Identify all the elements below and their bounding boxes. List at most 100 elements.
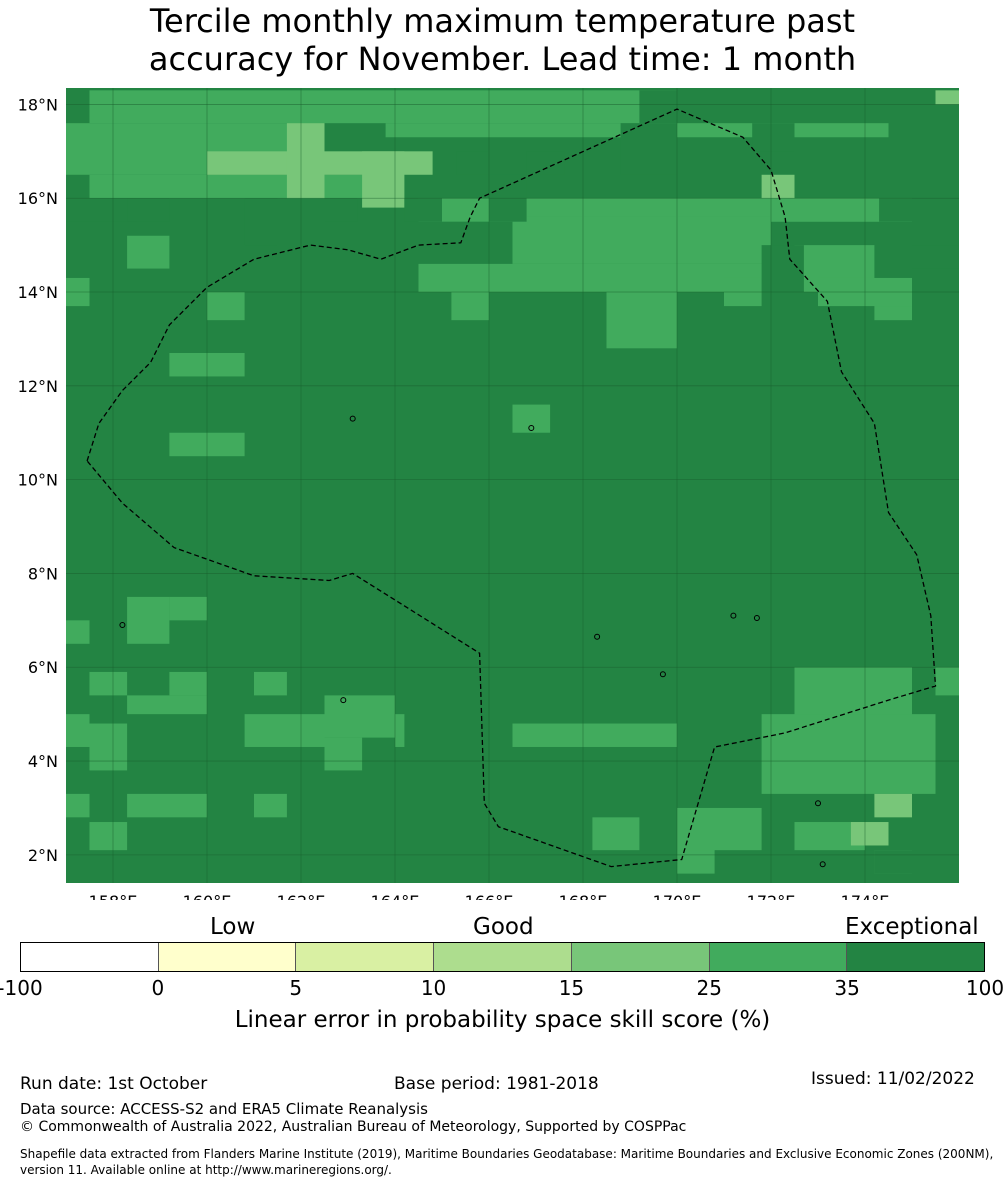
colorbar-tick-label: 5	[289, 976, 303, 1000]
colorbar-tick-label: 35	[834, 976, 860, 1000]
skill-cell-high	[451, 292, 489, 321]
island-outline	[349, 415, 356, 422]
colorbar-heading-exceptional: Exceptional	[845, 914, 979, 940]
latitude-label: 8°N	[28, 564, 58, 583]
title-line-1: Tercile monthly maximum temperature past	[149, 2, 856, 40]
colorbar-bin	[709, 943, 848, 971]
skill-map: 158°E 160°E 162°E 164°E 166°E 168°E 170°E 172°E…	[18, 88, 959, 911]
latitude-label: 16°N	[18, 189, 58, 208]
colorbar-bin	[21, 943, 159, 971]
island-outline	[753, 615, 760, 621]
skill-cell-mid	[874, 793, 912, 818]
skill-cell-high	[89, 723, 128, 771]
skill-cell-exceptional	[404, 198, 442, 222]
skill-cell-high	[66, 793, 90, 818]
skill-cell-exceptional	[456, 151, 489, 175]
skill-cell-high	[89, 174, 372, 199]
issued-date: Issued: 11/02/2022	[811, 1069, 975, 1089]
skill-cell-high	[418, 263, 771, 293]
skill-cell-high	[512, 404, 551, 433]
skill-cell-high	[244, 714, 325, 747]
skill-cell-high	[66, 714, 90, 747]
island-outline	[730, 612, 737, 619]
skill-cell-high	[169, 671, 207, 696]
shapefile-credit-line-2: version 11. Available online at http://w…	[20, 1163, 392, 1177]
latitude-label: 12°N	[18, 377, 58, 396]
skill-cell-high	[395, 714, 405, 747]
skill-cell-high	[207, 292, 245, 321]
skill-cell-high	[761, 714, 936, 794]
colorbar-tick-label: 15	[558, 976, 585, 1000]
skill-cell-mid	[761, 174, 795, 199]
run-date: Run date: 1st October	[20, 1074, 208, 1094]
island-outline	[594, 633, 601, 640]
latitude-ticks: 18°N 16°N 14°N 12°N 10°N 8°N 6°N 4°N 2°N	[18, 95, 58, 864]
longitude-label: 164°E	[371, 892, 420, 900]
longitude-label: 170°E	[653, 892, 702, 900]
colorbar-tick-label: 10	[420, 976, 447, 1000]
colorbar-tick-label: 100	[965, 976, 1005, 1000]
skill-cell-exceptional	[620, 123, 677, 175]
skill-cell-exceptional	[761, 245, 804, 293]
skill-cell-mid	[935, 90, 959, 105]
title-line-2: accuracy for November. Lead time: 1 mont…	[148, 40, 857, 78]
colorbar-bin	[296, 943, 435, 971]
longitude-label: 168°E	[559, 892, 608, 900]
skill-cell-high	[512, 723, 677, 747]
skill-cell-exceptional	[874, 850, 912, 874]
map-panel: 158°E 160°E 162°E 164°E 166°E 168°E 170°E 172°E…	[18, 88, 959, 911]
skill-cell-high	[935, 667, 959, 696]
skill-cell-high	[89, 671, 128, 696]
latitude-label: 6°N	[28, 658, 58, 677]
skill-cell-high	[254, 671, 287, 696]
skill-cell-high	[66, 620, 90, 644]
skill-cell-high	[324, 737, 363, 771]
base-period: Base period: 1981-2018	[394, 1074, 599, 1094]
skill-cell-exceptional	[639, 90, 677, 124]
skill-cell-high	[89, 822, 128, 851]
island-outline	[819, 861, 826, 868]
skill-cell-high	[606, 292, 677, 349]
latitude-label: 4°N	[28, 752, 58, 771]
longitude-label: 172°E	[747, 892, 796, 900]
skill-cell-exceptional	[324, 198, 358, 222]
colorbar-bin	[847, 943, 985, 971]
colorbar-tick-label: -100	[0, 976, 43, 1000]
colorbar-caption: Linear error in probability space skill …	[234, 1007, 771, 1033]
data-source: Data source: ACCESS-S2 and ERA5 Climate …	[20, 1100, 428, 1118]
skill-cell-high	[127, 695, 207, 715]
colorbar	[20, 942, 985, 972]
coastlines	[119, 415, 826, 868]
island-outline	[815, 800, 821, 807]
island-outline	[340, 697, 347, 704]
latitude-label: 10°N	[18, 471, 58, 490]
chart-title: Tercile monthly maximum temperature past…	[0, 2, 1005, 78]
eez-boundary	[86, 108, 937, 868]
skill-cell-high	[700, 198, 912, 222]
island-outline	[119, 622, 126, 629]
shapefile-credit-line-1: Shapefile data extracted from Flanders M…	[20, 1147, 994, 1161]
skill-cell-exceptional	[244, 198, 278, 246]
colorbar-tick-label: 25	[696, 976, 723, 1000]
copyright: © Commonwealth of Australia 2022, Austra…	[20, 1119, 687, 1135]
skill-cell-high	[127, 596, 170, 644]
skill-cell-mid	[850, 822, 889, 846]
shapefile-credit: Shapefile data extracted from Flanders M…	[20, 1146, 1005, 1178]
skill-cell-exceptional	[752, 123, 795, 152]
longitude-label: 166°E	[465, 892, 514, 900]
longitude-label: 160°E	[183, 892, 232, 900]
skill-cell-high	[169, 596, 207, 621]
skill-cell-high	[592, 817, 640, 851]
skill-cell-high	[89, 90, 677, 124]
island-outline	[659, 671, 666, 678]
island-outline	[528, 425, 535, 432]
skill-cell-high	[127, 235, 170, 269]
colorbar-bin	[434, 943, 572, 971]
colorbar-heading-low: Low	[210, 914, 256, 940]
graticule	[66, 88, 959, 883]
colorbar-bin	[158, 943, 297, 971]
latitude-label: 14°N	[18, 283, 58, 302]
longitude-label: 162°E	[277, 892, 326, 900]
skill-cell-exceptional	[912, 245, 959, 269]
colorbar-heading-good: Good	[473, 914, 534, 940]
